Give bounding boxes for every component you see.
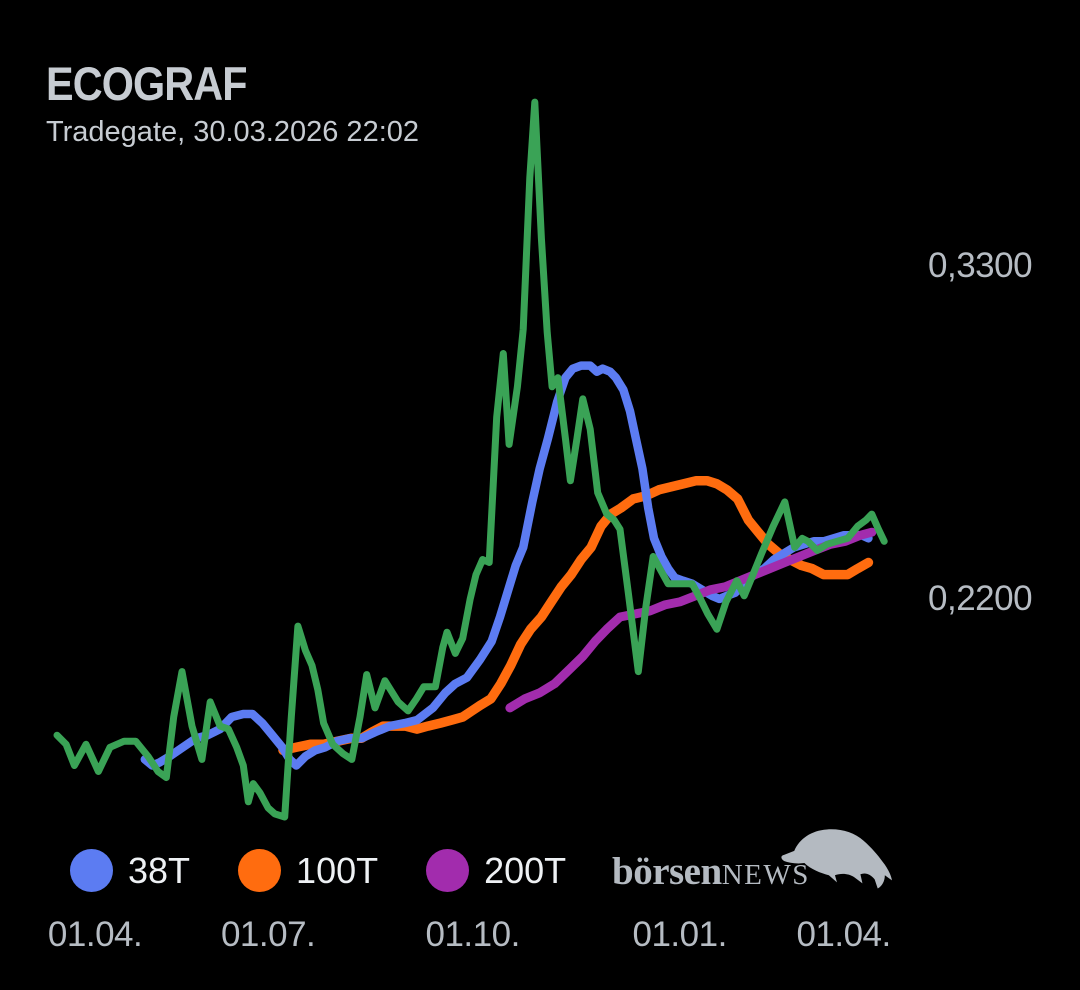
series-line-100t bbox=[278, 475, 874, 756]
legend-dot-icon bbox=[70, 849, 113, 892]
x-axis-label: 01.07. bbox=[220, 915, 316, 954]
legend-dot-icon bbox=[426, 849, 470, 892]
chart-legend: 38T 100T 200T bbox=[70, 849, 614, 892]
x-axis-label: 01.10. bbox=[425, 915, 520, 954]
brand-text-news: NEWS bbox=[721, 859, 810, 891]
legend-label: 100T bbox=[296, 849, 379, 891]
chart-subtitle: Tradegate, 30.03.2026 22:02 bbox=[46, 116, 420, 148]
bull-icon bbox=[781, 829, 892, 889]
x-axis-label: 01.04. bbox=[47, 915, 143, 954]
legend-item-200t: 200T bbox=[426, 849, 566, 892]
y-axis-label: 0,2200 bbox=[928, 578, 1033, 618]
y-axis-label: 0,3300 bbox=[928, 245, 1033, 285]
legend-item-100t: 100T bbox=[238, 849, 378, 892]
x-axis-label: 01.04. bbox=[796, 915, 891, 954]
legend-label: 200T bbox=[484, 849, 567, 891]
borsennews-watermark: börsenNEWS bbox=[612, 849, 810, 894]
x-axis-label: 01.01. bbox=[632, 915, 727, 954]
page-title: ECOGRAF bbox=[46, 57, 248, 110]
series-line-200t bbox=[505, 527, 877, 713]
legend-dot-icon bbox=[238, 849, 282, 892]
legend-item-38t: 38T bbox=[70, 849, 190, 892]
brand-text-borsen: börsen bbox=[612, 850, 722, 893]
legend-label: 38T bbox=[128, 849, 191, 891]
series-line-kurs bbox=[53, 98, 888, 821]
